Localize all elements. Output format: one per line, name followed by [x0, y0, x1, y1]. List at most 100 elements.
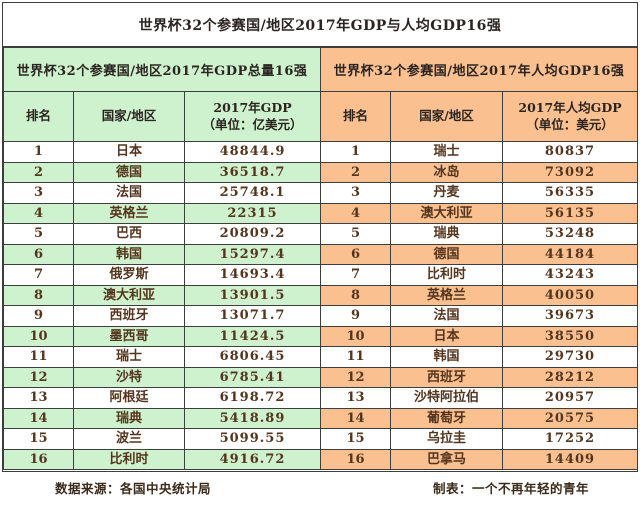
country-cell: 日本: [390, 325, 503, 347]
rank-cell: 8: [320, 284, 391, 306]
val-cell: 44184: [502, 243, 638, 265]
rank-cell: 15: [3, 428, 74, 450]
rank-cell: 8: [3, 284, 74, 306]
val-cell: 5418.89: [184, 407, 321, 429]
rank-cell: 10: [320, 325, 391, 347]
val-cell: 22315: [184, 202, 321, 224]
country-cell: 德国: [390, 243, 503, 265]
rank-cell: 1: [320, 141, 391, 163]
country-cell: 波兰: [73, 428, 185, 450]
country-cell: 沙特阿拉伯: [390, 387, 503, 409]
table-row: 5 巴西 20809.2 5 瑞典 53248: [3, 223, 638, 245]
val-cell: 80837: [502, 141, 638, 163]
rank-cell: 10: [3, 325, 74, 347]
rank-cell: 7: [320, 264, 391, 286]
country-cell: 英格兰: [73, 202, 185, 224]
rank-cell: 12: [3, 366, 74, 388]
val-cell: 6785.41: [184, 366, 321, 388]
val-cell: 40050: [502, 284, 638, 306]
col-header-rank-right: 排名: [320, 91, 391, 142]
country-cell: 葡萄牙: [390, 407, 503, 429]
table-row: 15 波兰 5099.55 15 乌拉圭 17252: [3, 428, 638, 450]
country-cell: 韩国: [390, 346, 503, 368]
val-cell: 6198.72: [184, 387, 321, 409]
rank-cell: 5: [3, 223, 74, 245]
table-row: 12 沙特 6785.41 12 西班牙 28212: [3, 366, 638, 388]
table-row: 9 西班牙 13071.7 9 法国 39673: [3, 305, 638, 327]
table-frame: 世界杯32个参赛国/地区2017年GDP与人均GDP16强 世界杯32个参赛国/…: [2, 2, 638, 496]
country-cell: 丹麦: [390, 182, 503, 204]
country-cell: 阿根廷: [73, 387, 185, 409]
val-cell: 28212: [502, 366, 638, 388]
val-cell: 20809.2: [184, 223, 321, 245]
val-cell: 14409: [502, 448, 638, 470]
val-cell: 56335: [502, 182, 638, 204]
val-cell: 4916.72: [184, 448, 321, 470]
country-cell: 沙特: [73, 366, 185, 388]
col-header-country-left: 国家/地区: [73, 91, 185, 142]
val-cell: 6806.45: [184, 346, 321, 368]
val-cell: 38550: [502, 325, 638, 347]
left-table-subtitle: 世界杯32个参赛国/地区2017年GDP总量16强: [3, 47, 321, 92]
country-cell: 冰岛: [390, 161, 503, 183]
rank-cell: 2: [3, 161, 74, 183]
val-cell: 14693.4: [184, 264, 321, 286]
val-cell: 73092: [502, 161, 638, 183]
rank-cell: 7: [3, 264, 74, 286]
country-cell: 乌拉圭: [390, 428, 503, 450]
rank-cell: 9: [320, 305, 391, 327]
table-row: 8 澳大利亚 13901.5 8 英格兰 40050: [3, 284, 638, 306]
rank-cell: 3: [3, 182, 74, 204]
col-header-country-right: 国家/地区: [390, 91, 503, 142]
rank-cell: 6: [320, 243, 391, 265]
val-cell: 56135: [502, 202, 638, 224]
table-row: 2 德国 36518.7 2 冰岛 73092: [3, 161, 638, 183]
rank-cell: 13: [320, 387, 391, 409]
rank-cell: 13: [3, 387, 74, 409]
country-cell: 瑞典: [390, 223, 503, 245]
val-cell: 20575: [502, 407, 638, 429]
val-cell: 5099.55: [184, 428, 321, 450]
val-cell: 13901.5: [184, 284, 321, 306]
table-row: 3 法国 25748.1 3 丹麦 56335: [3, 182, 638, 204]
country-cell: 瑞士: [73, 346, 185, 368]
table-row: 10 墨西哥 11424.5 10 日本 38550: [3, 325, 638, 347]
country-cell: 比利时: [390, 264, 503, 286]
table-footer: 数据来源：各国中央统计局 制表：一个不再年轻的青年: [3, 470, 637, 505]
credit-note: 制表：一个不再年轻的青年: [432, 481, 589, 496]
rank-cell: 6: [3, 243, 74, 265]
val-cell: 29730: [502, 346, 638, 368]
rank-cell: 14: [3, 407, 74, 429]
country-cell: 巴拿马: [390, 448, 503, 470]
rank-cell: 3: [320, 182, 391, 204]
val-cell: 48844.9: [184, 141, 321, 163]
val-cell: 53248: [502, 223, 638, 245]
country-cell: 德国: [73, 161, 185, 183]
table-row: 1 日本 48844.9 1 瑞士 80837: [3, 141, 638, 163]
country-cell: 西班牙: [73, 305, 185, 327]
col-header-rank-left: 排名: [3, 91, 74, 142]
val-cell: 15297.4: [184, 243, 321, 265]
val-cell: 25748.1: [184, 182, 321, 204]
table-row: 11 瑞士 6806.45 11 韩国 29730: [3, 346, 638, 368]
country-cell: 瑞典: [73, 407, 185, 429]
rank-cell: 9: [3, 305, 74, 327]
country-cell: 俄罗斯: [73, 264, 185, 286]
val-cell: 20957: [502, 387, 638, 409]
subtitle-row: 世界杯32个参赛国/地区2017年GDP总量16强 世界杯32个参赛国/地区20…: [3, 47, 638, 92]
rank-cell: 11: [3, 346, 74, 368]
col-header-gdp-total: 2017年GDP （单位：亿美元）: [184, 91, 321, 142]
table-row: 16 比利时 4916.72 16 巴拿马 14409: [3, 448, 638, 470]
country-cell: 韩国: [73, 243, 185, 265]
rank-cell: 15: [320, 428, 391, 450]
rank-cell: 16: [320, 448, 391, 470]
table-row: 6 韩国 15297.4 6 德国 44184: [3, 243, 638, 265]
rank-cell: 5: [320, 223, 391, 245]
country-cell: 澳大利亚: [73, 284, 185, 306]
rank-cell: 16: [3, 448, 74, 470]
rank-cell: 1: [3, 141, 74, 163]
val-cell: 43243: [502, 264, 638, 286]
data-source-note: 数据来源：各国中央统计局: [55, 481, 212, 496]
country-cell: 西班牙: [390, 366, 503, 388]
rank-cell: 2: [320, 161, 391, 183]
